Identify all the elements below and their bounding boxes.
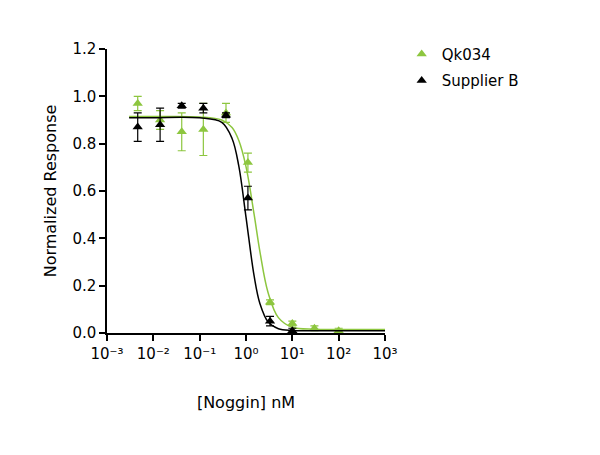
svg-text:10⁻³: 10⁻³: [90, 345, 123, 363]
svg-text:0.2: 0.2: [72, 277, 96, 295]
svg-text:10²: 10²: [326, 345, 351, 363]
svg-text:0.4: 0.4: [72, 230, 96, 248]
svg-text:10¹: 10¹: [280, 345, 305, 363]
svg-text:Qk034: Qk034: [442, 46, 491, 64]
svg-text:Normalized Response: Normalized Response: [41, 105, 60, 278]
svg-text:0.8: 0.8: [72, 135, 96, 153]
svg-text:1.2: 1.2: [72, 40, 96, 58]
svg-text:10⁻¹: 10⁻¹: [183, 345, 216, 363]
svg-text:[Noggin] nM: [Noggin] nM: [197, 393, 295, 412]
svg-text:Supplier B: Supplier B: [442, 72, 519, 90]
svg-text:1.0: 1.0: [72, 88, 96, 106]
svg-text:0.0: 0.0: [72, 324, 96, 342]
svg-text:10⁰: 10⁰: [233, 345, 258, 363]
svg-text:0.6: 0.6: [72, 182, 96, 200]
svg-text:10³: 10³: [372, 345, 397, 363]
svg-text:10⁻²: 10⁻²: [137, 345, 170, 363]
